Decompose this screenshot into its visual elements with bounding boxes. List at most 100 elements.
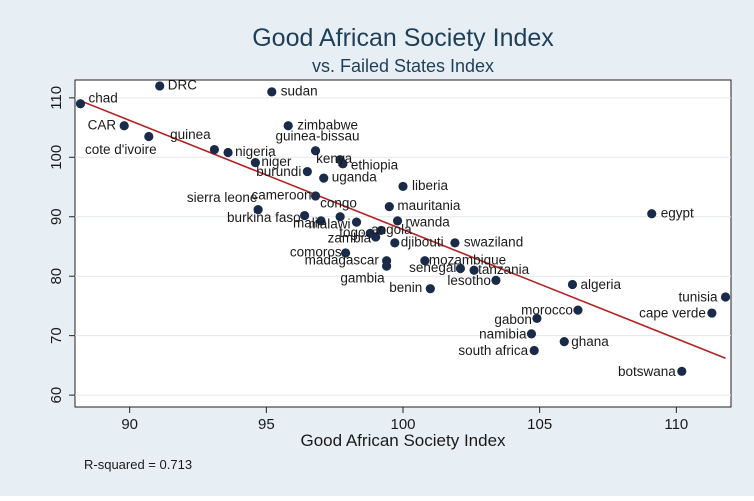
point-label-swaziland: swaziland xyxy=(464,234,523,249)
data-point-swaziland xyxy=(450,238,460,248)
y-tick-label: 80 xyxy=(48,268,65,285)
data-point-car xyxy=(119,121,129,131)
data-point-comoros xyxy=(341,248,351,258)
data-point-gabon xyxy=(532,313,542,324)
data-point-rwanda xyxy=(392,216,403,226)
data-point-mozambique xyxy=(420,256,430,266)
point-label-cote-d-ivoire: cote d'ivoire xyxy=(85,142,157,157)
chart-subtitle: vs. Failed States Index xyxy=(312,56,494,76)
point-label-niger: niger xyxy=(261,154,292,169)
point-label-benin: benin xyxy=(389,280,422,295)
point-label-zambia: zambia xyxy=(328,231,372,246)
point-label-burundi: burundi xyxy=(256,164,301,179)
point-label-togo: togo xyxy=(339,225,365,240)
point-label-tunisia: tunisia xyxy=(679,290,719,305)
data-point-egypt xyxy=(647,209,657,219)
point-label-liberia: liberia xyxy=(412,178,449,193)
point-label-djibouti: djibouti xyxy=(401,234,444,249)
data-point-benin xyxy=(425,284,435,294)
point-label-tanzania: tanzania xyxy=(478,262,530,277)
data-point-niger xyxy=(250,158,260,168)
data-point-senegal xyxy=(455,263,465,274)
data-point-botswana xyxy=(677,366,687,376)
data-point-chad xyxy=(75,99,86,109)
point-label-comoros: comoros xyxy=(290,245,342,260)
point-label-morocco: morocco xyxy=(521,303,573,318)
data-point-malawi xyxy=(351,217,362,227)
data-point-liberia xyxy=(398,181,408,192)
data-point-tanzania xyxy=(469,265,479,275)
point-label-mali: mali xyxy=(293,215,318,230)
y-tick-label: 70 xyxy=(48,327,65,344)
point-label-congo: congo xyxy=(320,195,357,210)
point-label-kenya: kenya xyxy=(316,151,353,166)
point-label-nigeria: nigeria xyxy=(235,144,276,159)
data-point-drc xyxy=(155,81,165,91)
x-axis-label: Good African Society Index xyxy=(300,431,506,450)
point-label-zimbabwe: zimbabwe xyxy=(297,117,358,132)
data-point-tunisia xyxy=(720,292,731,302)
point-label-cameroon: cameroon xyxy=(251,187,311,202)
chart-title: Good African Society Index xyxy=(252,24,554,52)
point-label-botswana: botswana xyxy=(618,364,676,379)
data-point-guinea-bissau xyxy=(310,146,321,156)
point-labels-layer: chad DRC sudan CAR cote d'ivoire guinea nigeri… xyxy=(85,78,718,379)
point-label-chad: chad xyxy=(88,90,117,105)
data-point-djibouti xyxy=(390,238,400,248)
x-tick-label: 110 xyxy=(664,416,688,433)
data-point-zambia xyxy=(371,232,381,242)
point-label-mauritania: mauritania xyxy=(397,198,461,213)
point-label-angola: angola xyxy=(371,222,412,237)
axes: 60 70 80 90 100 110 90 95 100 105 110 xyxy=(48,86,688,433)
point-label-namibia: namibia xyxy=(479,326,527,341)
data-point-south-africa xyxy=(529,345,539,356)
fit-line xyxy=(80,100,726,359)
data-point-namibia xyxy=(526,329,537,339)
data-point-angola xyxy=(376,225,386,236)
plot-area xyxy=(74,79,732,408)
data-point-congo xyxy=(335,212,345,222)
point-label-ghana: ghana xyxy=(571,334,609,349)
x-tick-label: 90 xyxy=(121,416,138,433)
data-point-zimbabwe xyxy=(283,121,293,131)
point-label-gambia: gambia xyxy=(340,271,385,286)
data-point-cape-verde xyxy=(707,308,717,318)
data-point-ethiopia xyxy=(338,159,348,169)
point-label-uganda: uganda xyxy=(332,170,378,185)
data-point-ghana xyxy=(559,337,569,347)
point-label-egypt: egypt xyxy=(661,205,694,220)
point-label-south-africa: south africa xyxy=(458,343,528,358)
point-label-guinea: guinea xyxy=(170,127,211,142)
data-point-sudan xyxy=(267,87,277,97)
data-point-uganda xyxy=(319,173,329,183)
point-label-guinea-bissau: guinea-bissau xyxy=(276,128,360,143)
point-label-gabon: gabon xyxy=(494,312,532,327)
data-point-morocco xyxy=(573,305,583,315)
point-label-burkina-faso: burkina faso xyxy=(227,210,301,225)
data-point-algeria xyxy=(567,279,578,290)
y-tick-label: 110 xyxy=(48,86,65,110)
point-label-rwanda: rwanda xyxy=(406,214,451,229)
x-tick-label: 100 xyxy=(390,416,415,433)
point-label-ethiopia: ethiopia xyxy=(351,157,399,172)
point-label-drc: DRC xyxy=(168,78,197,93)
point-label-car: CAR xyxy=(88,117,117,132)
data-point-guinea xyxy=(209,144,219,155)
y-tick-label: 100 xyxy=(48,145,65,170)
point-label-sudan: sudan xyxy=(281,83,318,98)
data-point-mauritania xyxy=(384,202,394,212)
point-label-malawi: malawi xyxy=(309,217,351,232)
point-label-cape-verde: cape verde xyxy=(639,306,706,321)
data-point-nigeria xyxy=(223,147,233,158)
point-label-algeria: algeria xyxy=(580,277,621,292)
fit-line-layer xyxy=(80,100,726,359)
data-point-cameroon xyxy=(310,191,321,201)
data-point-lesotho xyxy=(491,275,501,285)
data-point-cote-d-ivoire xyxy=(144,131,154,142)
x-tick-label: 105 xyxy=(527,416,552,433)
point-label-senegal: senegal xyxy=(409,260,456,275)
y-tick-label: 60 xyxy=(48,387,65,404)
r-squared-note: R-squared = 0.713 xyxy=(84,457,192,472)
y-tick-label: 90 xyxy=(48,208,65,225)
